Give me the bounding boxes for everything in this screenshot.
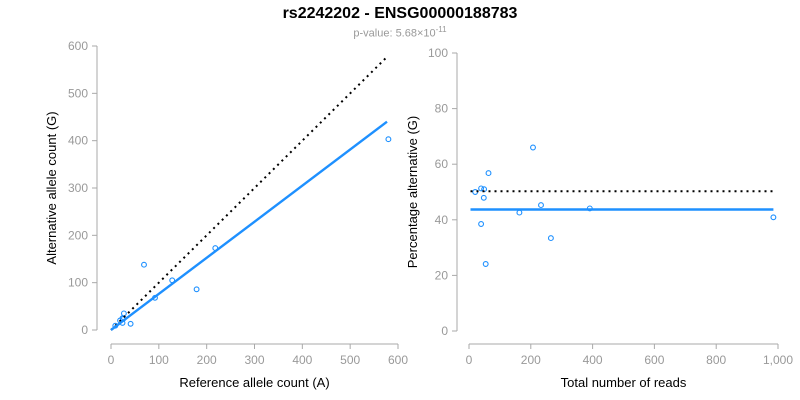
x-tick-label: 600 (388, 353, 408, 367)
data-point (770, 214, 777, 221)
data-point (127, 320, 134, 327)
x-axis-title: Total number of reads (561, 375, 687, 390)
data-point (547, 235, 554, 242)
y-tick-label: 200 (68, 228, 88, 242)
y-tick-label: 100 (428, 46, 448, 60)
x-tick-label: 200 (197, 353, 217, 367)
identity-line (110, 55, 389, 331)
data-point (530, 144, 536, 151)
x-axis-title: Reference allele count (A) (179, 375, 329, 390)
x-tick-label: 400 (292, 353, 312, 367)
y-tick-label: 400 (68, 134, 88, 148)
data-point (482, 261, 489, 267)
y-tick-label: 40 (435, 213, 449, 227)
p-value-exponent: -11 (435, 25, 447, 34)
data-point (120, 310, 127, 317)
x-tick-label: 100 (149, 353, 169, 367)
y-tick-label: 20 (435, 268, 449, 282)
x-tick-label: 0 (108, 353, 115, 367)
x-tick-label: 0 (466, 353, 473, 367)
y-tick-label: 80 (435, 102, 449, 116)
y-axis-title: Percentage alternative (G) (405, 116, 420, 268)
x-tick-label: 800 (706, 353, 726, 367)
y-tick-label: 500 (68, 86, 88, 100)
x-tick-label: 400 (583, 353, 603, 367)
data-point (538, 202, 544, 209)
y-tick-label: 300 (68, 181, 88, 195)
page-title: rs2242202 - ENSG00000188783 (282, 5, 518, 22)
data-point (478, 185, 485, 192)
x-tick-label: 500 (340, 353, 360, 367)
y-tick-label: 600 (68, 39, 88, 53)
x-tick-label: 300 (244, 353, 264, 367)
y-tick-label: 60 (435, 157, 449, 171)
x-tick-label: 600 (644, 353, 664, 367)
p-value-text: p-value: 5.68×10 (353, 27, 436, 40)
data-point (193, 286, 200, 293)
x-tick-label: 1,000 (763, 353, 793, 367)
x-tick-label: 200 (521, 353, 541, 367)
data-point (141, 261, 147, 268)
y-tick-label: 0 (81, 323, 88, 337)
y-tick-label: 0 (441, 324, 448, 338)
data-point (478, 221, 485, 227)
data-point (480, 194, 487, 201)
y-tick-label: 100 (68, 276, 88, 290)
data-point (485, 170, 492, 177)
p-value-subtitle: p-value: 5.68×10-11 (0, 25, 800, 40)
data-point (385, 136, 392, 143)
fit-line (110, 120, 388, 331)
data-point (516, 209, 523, 216)
y-axis-title: Alternative allele count (G) (44, 111, 59, 264)
